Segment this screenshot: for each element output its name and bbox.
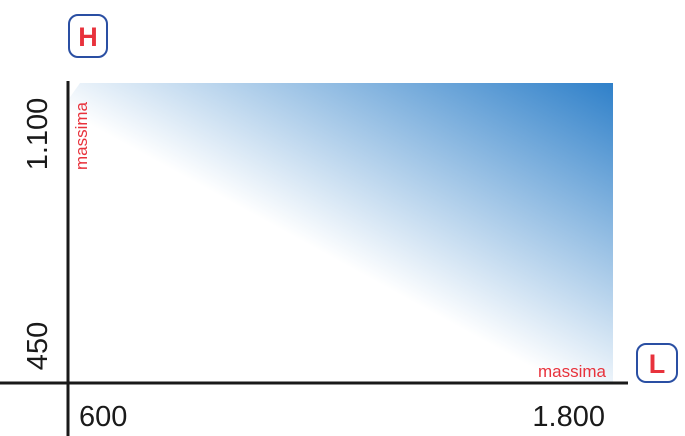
- vertical-max-note: massima: [72, 101, 91, 170]
- height-badge-letter: H: [78, 22, 98, 52]
- vertical-tick-min: 450: [22, 322, 54, 370]
- length-badge-letter: L: [649, 349, 666, 379]
- size-range-area: [68, 83, 613, 382]
- horizontal-max-note: massima: [538, 362, 607, 381]
- length-badge-box: [636, 343, 678, 383]
- horizontal-tick-max: 1.800: [532, 401, 605, 433]
- horizontal-tick-min: 600: [79, 401, 127, 433]
- height-badge-box: [68, 14, 108, 58]
- vertical-tick-max: 1.100: [22, 98, 54, 171]
